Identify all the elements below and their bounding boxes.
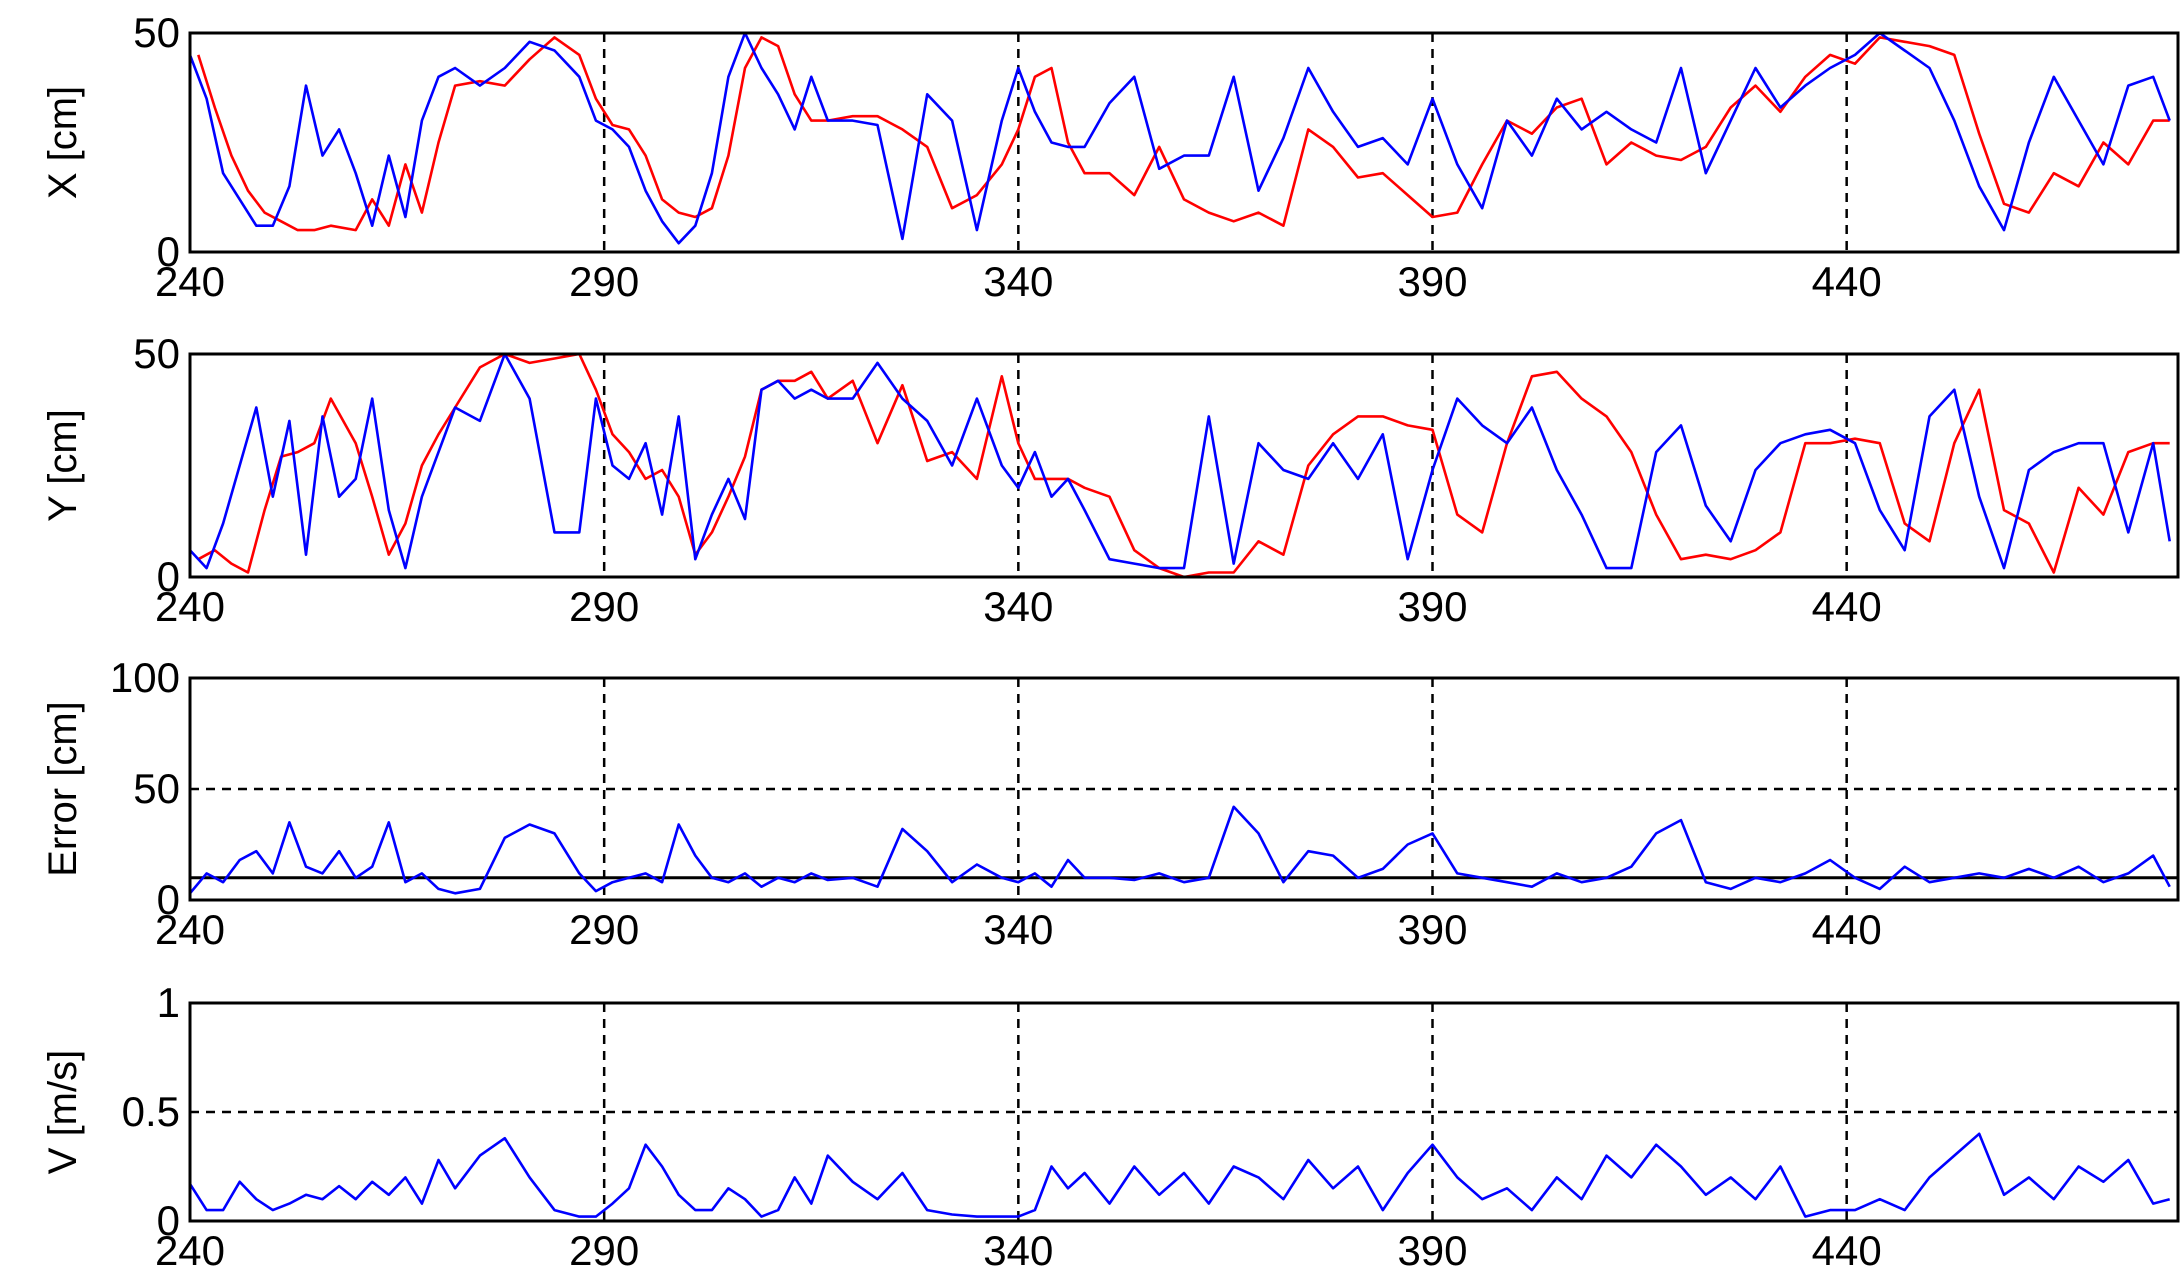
x-tick-label: 440 xyxy=(1812,906,1882,953)
y-tick-label: 0 xyxy=(157,553,180,600)
y-tick-label: 0 xyxy=(157,228,180,275)
y-tick-label: 0.5 xyxy=(122,1088,180,1135)
series-blue-line xyxy=(190,354,2171,570)
x-tick-label: 340 xyxy=(983,1227,1053,1274)
panel-x-position: 240 290 340 390 440 0 50 X [cm] xyxy=(41,9,2180,305)
series-blue-line xyxy=(190,33,2171,245)
panel-error: 240 290 340 390 440 0 50 100 Error [cm] xyxy=(41,654,2180,953)
y-tick-label: 50 xyxy=(133,9,180,56)
y-tick-label: 50 xyxy=(133,330,180,377)
x-tick-label: 440 xyxy=(1812,258,1882,305)
panel-velocity: 240 290 340 390 440 0 0.5 1 V [m/s] xyxy=(41,979,2180,1274)
x-tick-label: 390 xyxy=(1397,906,1467,953)
x-tick-label: 290 xyxy=(569,583,639,630)
x-tick-label: 240 xyxy=(155,906,225,953)
y-axis-label: X [cm] xyxy=(41,86,85,199)
y-tick-label: 50 xyxy=(133,765,180,812)
x-tick-label: 240 xyxy=(155,1227,225,1274)
y-tick-label: 0 xyxy=(157,1197,180,1244)
axes-frame xyxy=(188,1001,2180,1223)
y-axis-label: Error [cm] xyxy=(41,701,85,877)
x-tick-label: 290 xyxy=(569,906,639,953)
x-tick-label: 340 xyxy=(983,906,1053,953)
panel-y-position: 240 290 340 390 440 0 50 Y [cm] xyxy=(41,330,2180,630)
x-tick-label: 240 xyxy=(155,583,225,630)
x-tick-label: 390 xyxy=(1397,583,1467,630)
x-tick-label: 440 xyxy=(1812,1227,1882,1274)
axes-frame xyxy=(188,676,2180,902)
y-tick-label: 1 xyxy=(157,979,180,1026)
y-tick-label: 0 xyxy=(157,876,180,923)
x-tick-label: 340 xyxy=(983,583,1053,630)
x-tick-label: 390 xyxy=(1397,1227,1467,1274)
series-red-line xyxy=(197,354,2170,577)
x-tick-label: 240 xyxy=(155,258,225,305)
x-tick-label: 390 xyxy=(1397,258,1467,305)
y-tick-label: 100 xyxy=(110,654,180,701)
axes-frame xyxy=(188,352,2180,579)
x-tick-label: 440 xyxy=(1812,583,1882,630)
y-axis-label: V [m/s] xyxy=(41,1050,85,1174)
axes-frame xyxy=(188,31,2180,254)
x-tick-label: 290 xyxy=(569,1227,639,1274)
series-blue-line xyxy=(190,1132,2171,1218)
y-axis-label: Y [cm] xyxy=(41,409,85,522)
x-tick-label: 340 xyxy=(983,258,1053,305)
series-blue-line xyxy=(190,805,2171,895)
x-tick-label: 290 xyxy=(569,258,639,305)
series-red-line xyxy=(197,36,2170,232)
